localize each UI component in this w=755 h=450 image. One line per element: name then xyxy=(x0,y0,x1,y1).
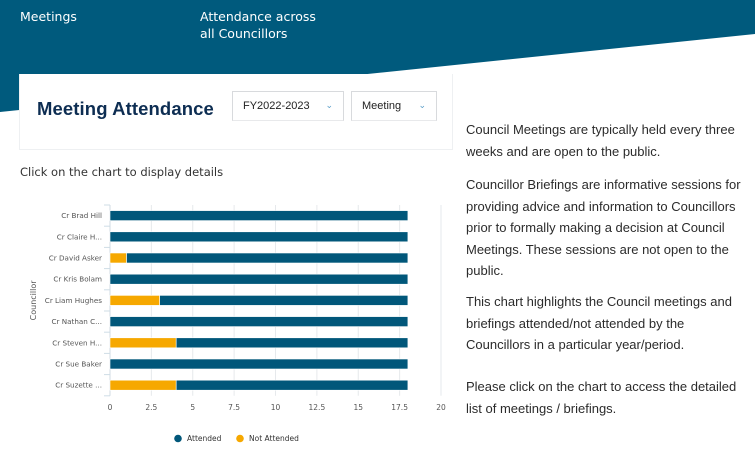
bar-attended[interactable] xyxy=(109,358,409,370)
x-tick-label: 5 xyxy=(190,403,195,412)
period-select-value: FY2022-2023 xyxy=(243,100,310,112)
y-category-label: Cr Nathan C... xyxy=(51,317,102,326)
info-click-instructions: Please click on the chart to access the … xyxy=(466,379,737,416)
attendance-chart[interactable]: 0 2.5 5 7.5 10 12.5 15 17.5 20 Cr Brad Hill Cr Cla… xyxy=(0,195,460,450)
nav-attendance-link[interactable]: Attendance across all Councillors xyxy=(200,9,316,41)
bar-attended[interactable] xyxy=(109,231,409,243)
legend-marker[interactable] xyxy=(236,434,244,443)
x-tick-label: 0 xyxy=(108,403,113,412)
info-councillor-briefings: Councillor Briefings are informative ses… xyxy=(466,177,741,278)
info-council-meetings: Council Meetings are typically held ever… xyxy=(466,122,735,159)
y-category-label: Cr Sue Baker xyxy=(55,360,102,369)
info-chart-description: This chart highlights the Council meetin… xyxy=(466,294,732,352)
x-tick-label: 12.5 xyxy=(309,403,326,412)
bar-not-attended[interactable] xyxy=(109,337,177,349)
bar-not-attended[interactable] xyxy=(109,379,177,391)
bar-attended[interactable] xyxy=(109,273,409,285)
y-category-label: Cr Suzette ... xyxy=(55,381,102,390)
bar-attended[interactable] xyxy=(159,295,409,306)
period-select[interactable]: FY2022-2023 ⌄ xyxy=(232,91,344,121)
meeting-type-select[interactable]: Meeting ⌄ xyxy=(351,91,437,121)
y-axis-title: Councillor xyxy=(29,280,38,321)
meeting-type-select-value: Meeting xyxy=(362,100,402,112)
legend-marker[interactable] xyxy=(174,434,182,443)
x-tick-label: 7.5 xyxy=(228,403,240,412)
chevron-down-icon: ⌄ xyxy=(418,100,426,110)
nav-meetings-link[interactable]: Meetings xyxy=(20,9,77,24)
bar-attended[interactable] xyxy=(109,210,409,221)
legend-label[interactable]: Not Attended xyxy=(249,434,299,443)
y-category-label: Cr Liam Hughes xyxy=(45,296,102,305)
y-category-label: Cr David Asker xyxy=(49,254,102,263)
x-tick-label: 15 xyxy=(353,403,363,412)
y-category-label: Cr Kris Bolam xyxy=(53,275,102,284)
y-category-label: Cr Steven H... xyxy=(52,338,102,347)
bar-attended[interactable] xyxy=(126,252,409,264)
y-category-label: Cr Claire H... xyxy=(57,232,102,241)
y-category-label: Cr Brad Hill xyxy=(61,211,102,220)
x-tick-label: 10 xyxy=(271,403,281,412)
x-tick-label: 2.5 xyxy=(145,403,157,412)
x-tick-label: 17.5 xyxy=(391,403,408,412)
page-title: Meeting Attendance xyxy=(37,98,214,119)
bar-not-attended[interactable] xyxy=(109,252,127,264)
bar-attended[interactable] xyxy=(109,316,409,327)
legend-label[interactable]: Attended xyxy=(187,434,222,443)
bar-attended[interactable] xyxy=(175,379,409,391)
chevron-down-icon: ⌄ xyxy=(325,100,333,110)
x-tick-label: 20 xyxy=(436,403,446,412)
bar-not-attended[interactable] xyxy=(109,295,160,306)
bar-attended[interactable] xyxy=(175,337,409,349)
chart-hint: Click on the chart to display details xyxy=(20,165,224,179)
attendance-card: Meeting Attendance FY2022-2023 ⌄ Meeting… xyxy=(19,74,453,150)
